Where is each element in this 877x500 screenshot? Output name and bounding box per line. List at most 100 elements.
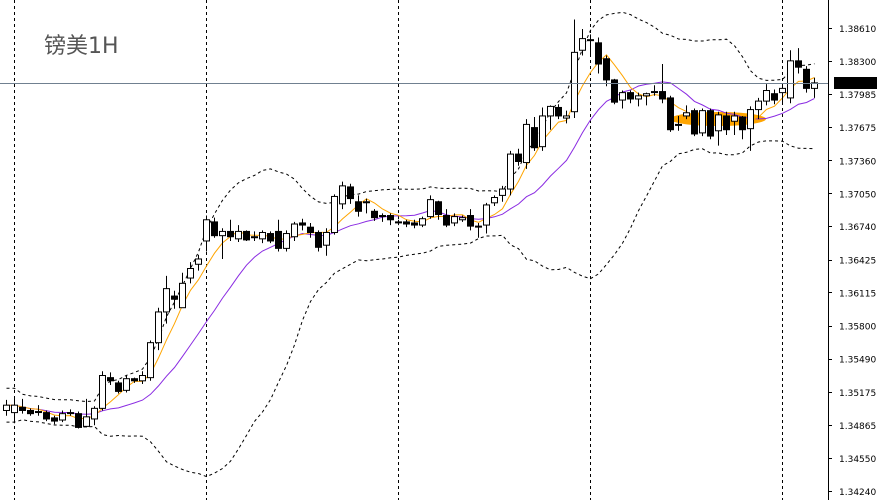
- candle-bull: [539, 115, 546, 148]
- candle-bull: [755, 100, 762, 111]
- slow-ma-line: [6, 81, 815, 415]
- candle-bear: [115, 382, 122, 392]
- candle-bull: [331, 195, 338, 233]
- y-tick-label: 1.35490: [839, 356, 876, 366]
- current-price-label: 1.38092: [838, 81, 875, 91]
- y-tick-label: 1.37050: [839, 190, 876, 200]
- candle-bear: [75, 413, 82, 428]
- candle-bull: [747, 109, 754, 130]
- y-tick-label: 1.34865: [839, 422, 876, 432]
- candle-bear: [387, 215, 394, 221]
- y-tick-label: 1.35175: [839, 389, 876, 399]
- candle-bear: [531, 127, 538, 149]
- candle-bear: [771, 93, 778, 101]
- candle-bear: [515, 153, 522, 162]
- candle-bear: [467, 215, 474, 227]
- candle-bear: [691, 110, 698, 135]
- candle-bull: [779, 87, 786, 94]
- candle-bear: [347, 186, 354, 200]
- candle-bull: [251, 236, 258, 239]
- candle-bear: [371, 210, 378, 219]
- candle-bear: [307, 226, 314, 233]
- candle-bull: [483, 204, 490, 226]
- candle-bull: [491, 197, 498, 204]
- candle-bear: [267, 233, 274, 242]
- candle-bull: [67, 412, 74, 415]
- candle-bull: [563, 115, 570, 119]
- candle-bear: [403, 221, 410, 225]
- candle-bull: [139, 375, 146, 382]
- candle-bull: [395, 221, 402, 224]
- candle-bull: [523, 123, 530, 164]
- candle-bear: [435, 201, 442, 215]
- candle-bull: [187, 268, 194, 279]
- candle-bull: [379, 215, 386, 218]
- candle-bear: [43, 412, 50, 420]
- candle-bull: [35, 411, 42, 414]
- candle-bull: [291, 223, 298, 238]
- candle-bull: [635, 95, 642, 100]
- candle-bull: [99, 375, 106, 409]
- candle-bear: [611, 79, 618, 103]
- y-tick-label: 1.36115: [839, 289, 876, 299]
- candle-bull: [571, 51, 578, 113]
- candle-bull: [339, 185, 346, 205]
- candle-bull: [179, 282, 186, 309]
- candle-bull: [123, 378, 130, 391]
- candle-bull: [3, 404, 10, 411]
- candle-bull: [715, 114, 722, 132]
- candle-bull: [83, 416, 90, 427]
- candle-bear: [51, 417, 58, 422]
- candle-bull: [155, 311, 162, 344]
- candle-bull: [235, 230, 242, 240]
- candle-bull: [475, 225, 482, 228]
- candle-bear: [355, 201, 362, 212]
- y-tick-label: 1.37985: [839, 91, 876, 101]
- candle-bull: [787, 60, 794, 99]
- candle-bull: [499, 188, 506, 196]
- candle-bear: [227, 230, 234, 238]
- candle-bull: [91, 407, 98, 420]
- candle-bear: [315, 231, 322, 248]
- candle-bull: [699, 110, 706, 134]
- candle-bear: [27, 409, 34, 415]
- candle-bear: [443, 215, 450, 226]
- candle-bear: [667, 97, 674, 131]
- y-tick-label: 1.37360: [839, 157, 876, 167]
- candle-bear: [555, 106, 562, 117]
- candle-bull: [507, 153, 514, 190]
- candle-bull: [419, 218, 426, 226]
- y-tick-label: 1.37675: [839, 124, 876, 134]
- y-tick-label: 1.38300: [839, 58, 876, 68]
- candle-bear: [603, 58, 610, 81]
- candle-bull: [683, 112, 690, 117]
- fast-ma-line: [6, 54, 815, 420]
- candle-bull: [643, 93, 650, 97]
- y-tick-label: 1.36740: [839, 223, 876, 233]
- candle-bull: [259, 231, 266, 240]
- y-tick-label: 1.34240: [839, 488, 876, 498]
- candle-bull: [619, 92, 626, 101]
- candle-bull: [283, 233, 290, 249]
- candle-bull: [147, 342, 154, 379]
- chart-title: 镑美1H: [44, 34, 119, 59]
- candle-bear: [107, 377, 114, 382]
- y-tick-label: 1.36425: [839, 257, 876, 267]
- candle-bear: [299, 222, 306, 226]
- lower-band-line: [6, 140, 815, 478]
- candle-bear: [19, 406, 26, 411]
- candle-bear: [795, 60, 802, 68]
- candle-bear: [131, 378, 138, 382]
- candle-bull: [11, 404, 18, 414]
- candle-bear: [275, 230, 282, 249]
- candle-bull: [459, 217, 466, 221]
- candle-bear: [723, 115, 730, 131]
- candle-bull: [363, 201, 370, 204]
- candle-bull: [731, 115, 738, 122]
- candle-bear: [411, 222, 418, 226]
- candle-bull: [195, 258, 202, 265]
- candle-bull: [587, 39, 594, 42]
- candle-bull: [427, 199, 434, 218]
- candle-bear: [211, 221, 218, 237]
- candle-bear: [659, 91, 666, 100]
